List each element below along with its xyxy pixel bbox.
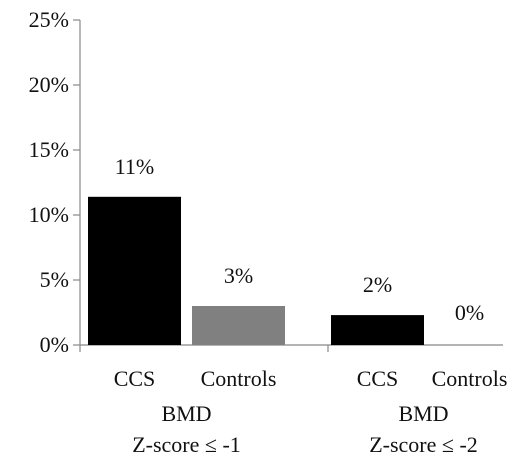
y-tick-label: 25% <box>29 7 69 32</box>
category-label: Controls <box>201 366 277 391</box>
y-tick-label: 0% <box>40 332 69 357</box>
category-label: Controls <box>432 366 508 391</box>
bar-controls-1 <box>192 306 285 345</box>
y-tick-label: 10% <box>29 202 69 227</box>
y-tick-label: 5% <box>40 267 69 292</box>
category-label: CCS <box>357 366 399 391</box>
data-label: 0% <box>455 300 484 325</box>
data-label: 3% <box>224 263 253 288</box>
group-label-line2: Z-score ≤ -1 <box>132 432 241 457</box>
bar-ccs-1 <box>88 196 181 345</box>
group-label-line1: BMD <box>161 401 211 426</box>
data-label: 2% <box>363 272 392 297</box>
data-label: 11% <box>115 154 155 179</box>
labels: 0% 5% 10% 15% 20% 25% 11% CCS 3% Controls BMD Z-sco… <box>29 7 508 457</box>
bar-ccs-2 <box>331 315 424 345</box>
bars <box>88 196 424 345</box>
group-label-line2: Z-score ≤ -2 <box>369 432 478 457</box>
y-tick-label: 15% <box>29 137 69 162</box>
group-label-line1: BMD <box>398 401 448 426</box>
category-label: CCS <box>114 366 156 391</box>
y-tick-label: 20% <box>29 72 69 97</box>
